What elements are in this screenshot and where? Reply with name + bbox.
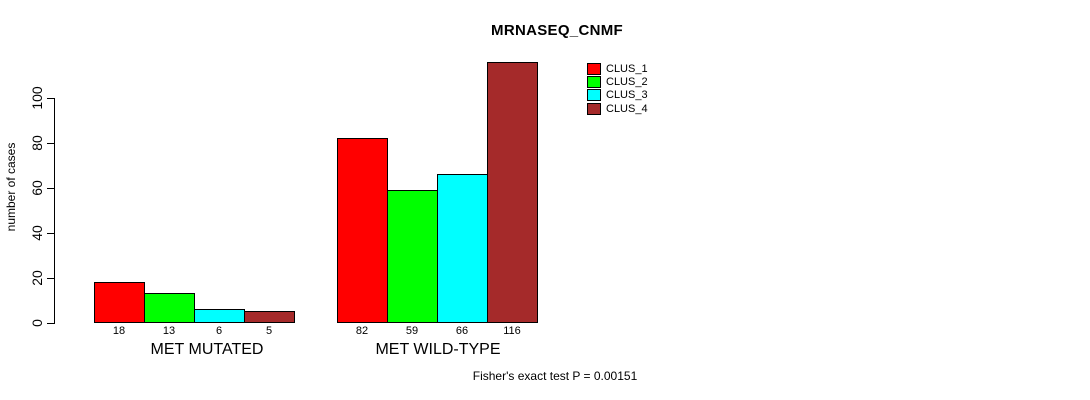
bar-clus-3-met-mutated	[194, 309, 245, 323]
y-axis-tick-label: 60	[29, 180, 45, 196]
bar-clus-2-met-mutated	[144, 293, 195, 323]
y-axis-tick	[47, 97, 54, 99]
bar-clus-2-met-wild-type	[387, 189, 438, 323]
legend-label-clus-4: CLUS_4	[606, 102, 648, 115]
chart-title: MRNASEQ_CNMF	[491, 22, 623, 39]
bar-value-label: 13	[162, 325, 176, 337]
legend-swatch-clus-2	[587, 75, 601, 88]
legend-item-clus-1: CLUS_1	[587, 62, 648, 75]
y-axis-tick-label: 40	[29, 225, 45, 241]
bar-value-label: 66	[455, 325, 469, 337]
legend-swatch-clus-1	[587, 62, 601, 75]
annotation-fisher-exact-test: Fisher's exact test P = 0.00151	[472, 369, 638, 383]
bar-clus-3-met-wild-type	[437, 174, 488, 323]
legend-label-clus-3: CLUS_3	[606, 89, 648, 102]
y-axis-tick-label: 80	[29, 135, 45, 151]
legend-swatch-clus-3	[587, 89, 601, 102]
y-axis-tick-label: 100	[29, 86, 45, 110]
y-axis-tick	[47, 142, 54, 144]
y-axis-tick	[47, 187, 54, 189]
bar-clus-4-met-mutated	[244, 311, 295, 323]
y-axis-tick	[47, 277, 54, 279]
y-axis-tick	[47, 232, 54, 234]
x-category-label-met-mutated: MET MUTATED	[150, 341, 264, 358]
bar-value-label: 59	[405, 325, 419, 337]
legend-label-clus-2: CLUS_2	[606, 75, 648, 88]
bar-value-label: 116	[503, 325, 521, 337]
bar-clus-1-met-wild-type	[337, 138, 388, 323]
bar-value-label: 6	[215, 325, 223, 337]
bar-clus-1-met-mutated	[94, 282, 145, 323]
bar-clus-4-met-wild-type	[487, 61, 538, 323]
y-axis-tick-label: 20	[29, 270, 45, 286]
y-axis-line	[54, 97, 55, 324]
y-axis-tick-label: 0	[29, 319, 45, 327]
legend-swatch-clus-4	[587, 102, 601, 115]
x-category-label-met-wild-type: MET WILD-TYPE	[375, 341, 501, 358]
legend-item-clus-4: CLUS_4	[587, 102, 648, 115]
legend-label-clus-1: CLUS_1	[606, 62, 648, 75]
legend: CLUS_1 CLUS_2 CLUS_3 CLUS_4	[587, 62, 648, 115]
bar-value-label: 18	[112, 325, 126, 337]
legend-item-clus-2: CLUS_2	[587, 75, 648, 88]
legend-item-clus-3: CLUS_3	[587, 89, 648, 102]
bar-value-label: 5	[265, 325, 273, 337]
y-axis-title: number of cases	[4, 142, 18, 232]
bar-value-label: 82	[355, 325, 369, 337]
y-axis-tick	[47, 322, 54, 324]
